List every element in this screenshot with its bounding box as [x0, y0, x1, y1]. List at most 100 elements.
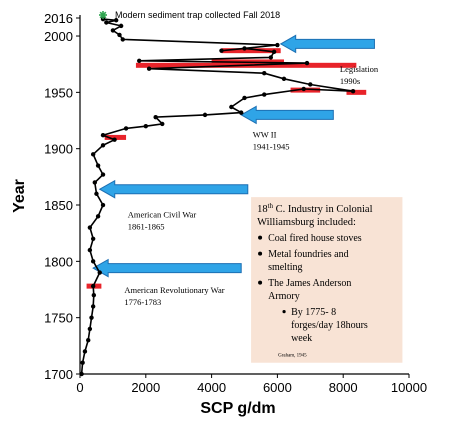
info-box-bullet-text: The James Anderson — [268, 278, 351, 289]
data-point — [87, 326, 93, 332]
data-point — [100, 202, 106, 208]
info-box-bullet-text: Armory — [268, 291, 300, 302]
data-point — [281, 76, 287, 82]
x-tick-label: 10000 — [391, 380, 427, 395]
data-point — [95, 214, 101, 219]
arrow-label: 1861-1865 — [128, 221, 165, 231]
data-point — [117, 32, 122, 38]
info-box-background — [251, 197, 403, 363]
data-point — [242, 95, 247, 101]
data-point — [87, 247, 93, 253]
data-point — [100, 143, 106, 148]
info-box-bullet-text: Metal foundries and — [268, 249, 349, 260]
data-point — [262, 71, 267, 76]
data-point — [239, 110, 244, 115]
arrows-layer — [92, 34, 375, 278]
red-bar — [221, 48, 281, 54]
info-box: 18th C. Industry in Colonial Williamsburg… — [251, 197, 403, 363]
data-point — [120, 37, 125, 42]
data-point — [90, 259, 96, 264]
data-point — [90, 152, 96, 157]
data-point — [86, 338, 91, 343]
data-point — [90, 236, 96, 242]
x-tick-label: 4000 — [197, 380, 226, 395]
data-point — [92, 180, 98, 185]
info-box-citation: Graham, 1945 — [278, 354, 307, 359]
data-point — [350, 89, 356, 94]
y-tick-label: 1850 — [44, 198, 73, 213]
y-tick-label: 1800 — [44, 254, 73, 269]
data-point — [110, 28, 116, 33]
data-point — [229, 104, 234, 110]
data-point — [100, 132, 106, 138]
y-axis-title: Year — [11, 179, 28, 213]
red-bar — [104, 134, 127, 140]
data-point — [137, 58, 142, 64]
info-box-title-line2: Williamsburg included: — [257, 217, 356, 228]
data-point — [90, 304, 96, 309]
data-point — [271, 49, 277, 54]
data-point — [242, 46, 247, 51]
data-point — [97, 270, 102, 275]
y-tick-label: 2016 — [44, 11, 73, 26]
data-point — [104, 20, 109, 25]
x-axis-title: SCP g/dm — [200, 400, 275, 417]
red-bar — [346, 89, 367, 95]
data-point — [91, 292, 97, 298]
info-box-title-pre: 18 — [257, 204, 268, 215]
data-point — [95, 163, 101, 168]
series-layer — [79, 16, 356, 377]
info-box-bullet-text: smelting — [268, 262, 302, 273]
data-point — [160, 121, 165, 127]
data-point — [146, 66, 152, 71]
info-box-title-sup: th — [268, 202, 274, 210]
info-box-sub-bullet-text: week — [291, 333, 312, 344]
arrow-label: Legislation — [340, 64, 379, 74]
data-point — [100, 16, 106, 22]
bullet-dot — [258, 251, 263, 256]
event-arrow — [98, 179, 249, 199]
y-tick-label: 1700 — [44, 367, 73, 382]
data-point — [94, 191, 99, 196]
info-box-title: 18th C. Industry in Colonial — [257, 202, 372, 215]
event-arrow — [279, 34, 375, 54]
event-arrow — [240, 105, 334, 125]
data-point — [100, 172, 106, 177]
x-tick-label: 6000 — [263, 380, 292, 395]
data-point — [113, 18, 119, 23]
data-point — [80, 360, 85, 365]
top-note: Modern sediment trap collected Fall 2018 — [115, 10, 280, 20]
y-tick-label: 1950 — [44, 85, 73, 100]
data-point — [202, 112, 208, 118]
sub-bullet-dot — [282, 310, 286, 314]
info-box-sub-bullet-text: By 1775- 8 — [291, 307, 336, 318]
bullet-dot — [258, 235, 263, 240]
data-point — [90, 283, 96, 289]
arrow-label: 1776-1783 — [124, 297, 161, 307]
y-tick-label: 1900 — [44, 142, 73, 157]
data-point — [112, 137, 117, 142]
x-tick-label: 2000 — [131, 380, 160, 395]
x-tick-label: 0 — [76, 380, 83, 395]
data-point — [262, 92, 267, 97]
data-point — [308, 82, 313, 87]
data-point — [268, 55, 274, 60]
bullet-dot — [258, 280, 263, 285]
arrow-label: 1990s — [340, 76, 360, 86]
arrow-label: WW II — [253, 129, 277, 139]
data-point — [153, 114, 158, 120]
arrow-label: American Civil War — [128, 209, 197, 219]
data-point — [82, 349, 88, 354]
data-point — [89, 315, 94, 320]
arrow-label: American Revolutionary War — [124, 285, 224, 295]
info-box-sub-bullet-text: forges/day 18hours — [291, 320, 368, 331]
marker-spoke — [99, 11, 107, 19]
data-point — [219, 48, 224, 53]
data-point — [301, 86, 306, 92]
sediment-trap-marker — [99, 11, 107, 19]
arrow-label: 1941-1945 — [253, 141, 290, 151]
data-point — [304, 60, 310, 66]
event-arrow — [92, 258, 242, 278]
y-tick-label: 1750 — [44, 311, 73, 326]
data-point — [143, 123, 148, 129]
